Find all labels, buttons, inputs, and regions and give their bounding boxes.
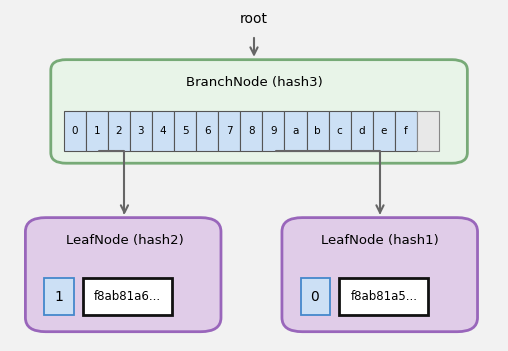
FancyBboxPatch shape [218, 111, 240, 151]
FancyBboxPatch shape [83, 278, 172, 315]
Text: 4: 4 [160, 126, 166, 136]
Text: BranchNode (hash3): BranchNode (hash3) [185, 76, 323, 89]
Text: LeafNode (hash2): LeafNode (hash2) [66, 234, 183, 247]
FancyBboxPatch shape [85, 111, 108, 151]
Text: 2: 2 [115, 126, 122, 136]
FancyBboxPatch shape [130, 111, 152, 151]
Text: 9: 9 [270, 126, 277, 136]
FancyBboxPatch shape [262, 111, 284, 151]
FancyBboxPatch shape [351, 111, 373, 151]
FancyBboxPatch shape [51, 60, 467, 163]
Text: d: d [359, 126, 365, 136]
Text: e: e [380, 126, 387, 136]
FancyBboxPatch shape [339, 278, 428, 315]
FancyBboxPatch shape [301, 278, 330, 315]
Text: a: a [292, 126, 299, 136]
FancyBboxPatch shape [240, 111, 262, 151]
Text: f: f [404, 126, 408, 136]
FancyBboxPatch shape [152, 111, 174, 151]
Text: 0: 0 [310, 290, 320, 304]
Text: root: root [240, 12, 268, 26]
Text: 8: 8 [248, 126, 255, 136]
FancyBboxPatch shape [44, 278, 74, 315]
FancyBboxPatch shape [373, 111, 395, 151]
Text: 7: 7 [226, 126, 233, 136]
Text: 1: 1 [54, 290, 63, 304]
Text: b: b [314, 126, 321, 136]
FancyBboxPatch shape [329, 111, 351, 151]
Text: c: c [337, 126, 342, 136]
FancyBboxPatch shape [282, 218, 478, 332]
FancyBboxPatch shape [25, 218, 221, 332]
FancyBboxPatch shape [306, 111, 329, 151]
Text: 0: 0 [71, 126, 78, 136]
FancyBboxPatch shape [417, 111, 439, 151]
Text: LeafNode (hash1): LeafNode (hash1) [321, 234, 439, 247]
FancyBboxPatch shape [196, 111, 218, 151]
Text: 1: 1 [93, 126, 100, 136]
FancyBboxPatch shape [64, 111, 85, 151]
FancyBboxPatch shape [284, 111, 306, 151]
FancyBboxPatch shape [108, 111, 130, 151]
FancyBboxPatch shape [174, 111, 196, 151]
Text: 5: 5 [182, 126, 188, 136]
Text: 6: 6 [204, 126, 210, 136]
FancyBboxPatch shape [395, 111, 417, 151]
Text: f8ab81a5...: f8ab81a5... [351, 290, 417, 303]
Text: f8ab81a6...: f8ab81a6... [93, 290, 161, 303]
Text: 3: 3 [138, 126, 144, 136]
